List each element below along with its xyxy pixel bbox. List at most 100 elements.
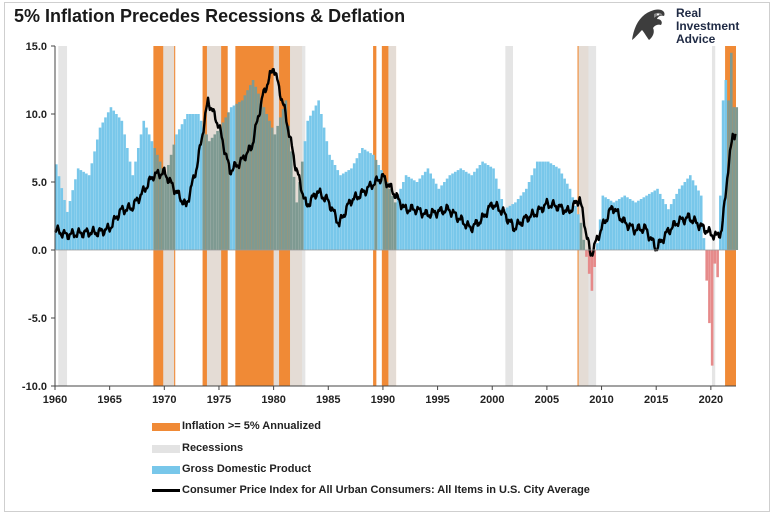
- gdp-bar: [721, 100, 725, 251]
- gdp-bar: [735, 107, 739, 250]
- gdp-bar: [333, 165, 337, 250]
- cpi-line: [54, 67, 737, 257]
- gdp-bar: [172, 144, 176, 250]
- gdp-bar: [347, 170, 350, 250]
- gdp-bar: [459, 168, 463, 250]
- gdp-bar: [481, 161, 484, 250]
- gdp-bar: [645, 195, 648, 250]
- gdp-bar: [183, 119, 187, 250]
- gdp-bar: [74, 179, 77, 250]
- gdp-bar: [106, 112, 110, 250]
- recession-period-8: [711, 46, 716, 386]
- gdp-bar: [505, 207, 509, 250]
- gdp-bar: [120, 120, 124, 250]
- gdp-bar: [399, 188, 402, 250]
- gdp-bar: [377, 165, 381, 250]
- gdp-bar: [585, 250, 588, 257]
- y-tick-label: -10.0: [22, 381, 47, 393]
- gdp-bar: [675, 193, 678, 250]
- gdp-bar: [320, 114, 323, 250]
- gdp-bar: [683, 182, 687, 250]
- gdp-bar: [467, 173, 471, 250]
- gdp-bar: [177, 129, 181, 250]
- gdp-bar: [197, 114, 200, 250]
- gdp-bar: [205, 134, 208, 250]
- gdp-bar: [240, 100, 244, 251]
- gdp-bar: [188, 114, 192, 250]
- gdp-bar: [475, 168, 479, 250]
- gdp-bar: [593, 250, 596, 267]
- x-tick-label: 1975: [207, 394, 231, 406]
- gdp-bar: [287, 125, 290, 250]
- gdp-bar: [314, 105, 318, 250]
- gdp-bar: [112, 110, 115, 250]
- gdp-bar: [361, 148, 364, 250]
- gdp-bar: [533, 168, 536, 250]
- gdp-bar: [259, 100, 263, 251]
- gdp-bar: [443, 182, 446, 250]
- gdp-bar: [336, 170, 340, 250]
- legend-line-cpi: [152, 489, 180, 492]
- gdp-bar: [290, 151, 293, 250]
- gdp-bar: [55, 164, 58, 250]
- gdp-bar: [350, 168, 353, 250]
- gdp-bar: [658, 193, 662, 250]
- gdp-bar: [669, 204, 673, 250]
- gdp-bar: [194, 114, 197, 250]
- gdp-bar: [281, 108, 285, 251]
- gdp-bar: [153, 148, 156, 250]
- gdp-bar: [391, 195, 394, 250]
- gdp-bar: [566, 183, 569, 250]
- gdp-bar: [238, 102, 241, 250]
- gdp-bar: [500, 199, 504, 250]
- x-tick-label: 1980: [261, 394, 285, 406]
- gdp-bar: [90, 163, 94, 250]
- gdp-bar: [279, 117, 282, 251]
- gdp-bar: [396, 195, 400, 250]
- gdp-bar: [93, 151, 96, 250]
- gdp-bar: [292, 176, 296, 250]
- gdp-bar: [366, 151, 370, 250]
- logo-line-2: Investment: [676, 19, 740, 33]
- gdp-bar: [563, 178, 566, 250]
- gdp-bar: [60, 188, 64, 250]
- gdp-bar: [213, 134, 217, 250]
- gdp-bar: [156, 154, 159, 250]
- gdp-bar: [341, 173, 345, 250]
- gdp-bar: [656, 188, 659, 250]
- x-tick-label: 1995: [425, 394, 449, 406]
- gdp-bar: [161, 168, 165, 250]
- gdp-bar: [358, 153, 361, 250]
- gdp-bar: [216, 131, 219, 250]
- gdp-bar: [306, 120, 310, 250]
- gdp-bar: [552, 165, 555, 250]
- gdp-bar: [164, 175, 167, 250]
- gdp-bar: [541, 161, 545, 250]
- gdp-bar: [415, 182, 419, 250]
- gdp-bar: [445, 178, 449, 250]
- y-tick-label: 10.0: [26, 109, 47, 121]
- x-tick-label: 1970: [152, 394, 176, 406]
- gdp-bar: [634, 202, 637, 250]
- y-tick-label: 0.0: [32, 245, 47, 257]
- y-tick-label: 15.0: [26, 41, 47, 53]
- gdp-bar: [85, 173, 88, 250]
- y-tick-label: 5.0: [32, 177, 47, 189]
- x-tick-label: 2020: [699, 394, 723, 406]
- gdp-bar: [380, 170, 383, 250]
- gdp-bar: [385, 182, 389, 250]
- gdp-bar: [134, 161, 137, 250]
- gdp-bar: [317, 100, 320, 251]
- x-tick-label: 1990: [371, 394, 395, 406]
- gdp-bar: [402, 182, 405, 250]
- gdp-bar: [147, 134, 151, 250]
- gdp-bar: [590, 250, 594, 291]
- gdp-bar: [202, 127, 206, 250]
- gdp-bar: [587, 250, 591, 274]
- gdp-bar: [574, 205, 577, 250]
- gdp-bar: [470, 175, 473, 250]
- gdp-bar: [426, 168, 430, 250]
- x-tick-label: 1960: [43, 394, 67, 406]
- gdp-bar: [65, 211, 69, 250]
